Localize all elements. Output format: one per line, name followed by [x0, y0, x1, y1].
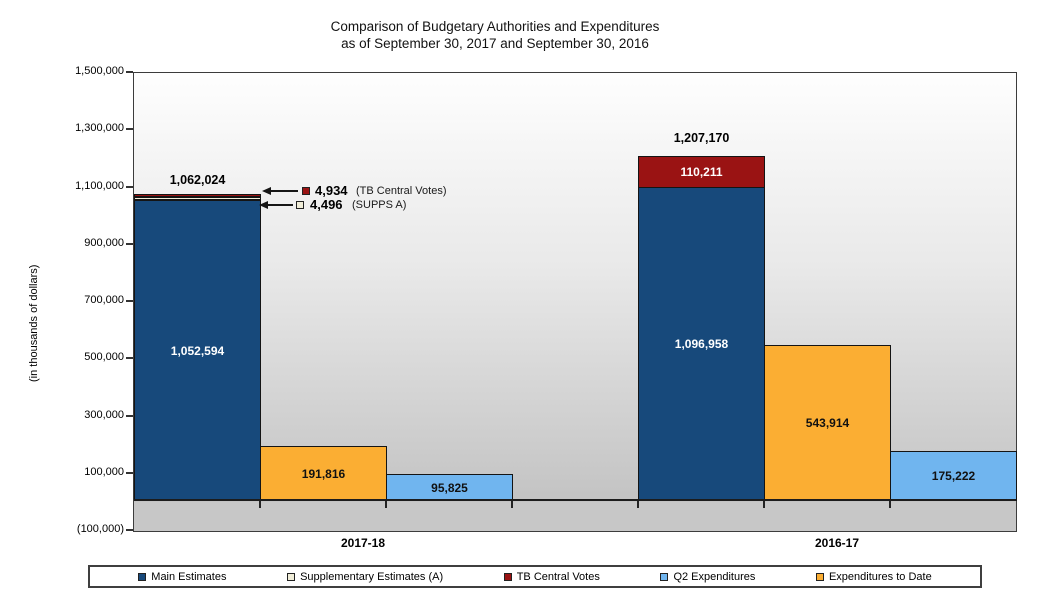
bar-value-label: 95,825	[431, 480, 468, 495]
bar-2017-18-expenditures-to-date: 191,816	[260, 446, 387, 501]
annotation-label-supps: (SUPPS A)	[352, 199, 407, 211]
legend-swatch-q2-expenditures	[660, 572, 669, 581]
chart-title-line2: as of September 30, 2017 and September 3…	[341, 36, 649, 51]
y-tick-mark	[126, 357, 133, 359]
annotation-value-tb: 4,934	[315, 183, 348, 198]
bar-2017-18-main-estimates: 1,052,594	[134, 200, 261, 501]
y-tick-mark	[126, 415, 133, 417]
bar-value-label: 191,816	[301, 466, 346, 481]
legend-item-tb-central-votes: TB Central Votes	[503, 570, 600, 583]
y-tick-mark	[126, 186, 133, 188]
below-zero-band	[134, 502, 1016, 531]
bar-2017-18-supps-a	[134, 197, 261, 200]
x-tick-mark	[637, 501, 639, 508]
zero-axis-line	[134, 499, 1016, 501]
legend-label: Expenditures to Date	[828, 570, 932, 583]
x-tick-mark	[511, 501, 513, 508]
y-tick-mark	[126, 71, 133, 73]
legend-item-q2-expenditures: Q2 Expenditures	[660, 571, 755, 583]
annotation-arrow-line-supps	[268, 204, 293, 206]
x-tick-mark	[385, 501, 387, 508]
legend-label: Main Estimates	[151, 570, 227, 583]
legend-label: TB Central Votes	[516, 570, 600, 583]
legend-swatch-expenditures-to-date	[815, 572, 824, 581]
x-tick-mark	[763, 501, 765, 508]
annotation-marker-supps-a	[296, 201, 304, 209]
y-tick-label: (100,000)	[76, 523, 124, 535]
bar-2016-17-tb-central-votes: 110,211	[638, 156, 765, 188]
x-tick-mark	[259, 501, 261, 508]
chart-title: Comparison of Budgetary Authorities and …	[0, 18, 990, 52]
y-tick-label: 1,300,000	[75, 122, 124, 134]
bar-2017-18-tb-central-votes	[134, 194, 261, 197]
y-tick-label: 1,500,000	[75, 65, 124, 77]
y-tick-label: 900,000	[84, 237, 124, 249]
bar-value-label: 1,052,594	[170, 343, 225, 358]
annotation-arrowhead-supps	[259, 201, 268, 209]
chart-title-line1: Comparison of Budgetary Authorities and …	[330, 19, 660, 34]
x-category-2016-17: 2016-17	[814, 536, 860, 550]
x-tick-mark	[889, 501, 891, 508]
y-tick-mark	[126, 529, 133, 531]
total-label-2017-18: 1,062,024	[169, 173, 226, 187]
y-tick-label: 1,100,000	[75, 180, 124, 192]
y-tick-label: 500,000	[84, 351, 124, 363]
legend-item-expenditures-to-date: Expenditures to Date	[815, 570, 932, 583]
bar-2016-17-q2-expenditures: 175,222	[890, 451, 1017, 501]
legend-item-main-estimates: Main Estimates	[138, 571, 226, 583]
legend-swatch-tb-central-votes	[503, 572, 512, 581]
bar-value-label: 1,096,958	[674, 337, 729, 351]
y-tick-mark	[126, 243, 133, 245]
y-tick-label: 700,000	[84, 294, 124, 306]
annotation-marker-tb-central-votes	[302, 187, 310, 195]
legend-item-supplementary-estimates: Supplementary Estimates (A)	[287, 571, 443, 583]
bar-value-label: 110,211	[680, 165, 723, 179]
y-tick-label: 100,000	[84, 466, 124, 478]
annotation-value-supps: 4,496	[310, 197, 343, 212]
y-tick-label: 300,000	[84, 409, 124, 421]
annotation-arrow-line-tb	[271, 190, 298, 192]
bar-2017-18-q2-expenditures: 95,825	[386, 474, 513, 501]
y-tick-mark	[126, 128, 133, 130]
y-tick-mark	[126, 300, 133, 302]
bar-value-label: 175,222	[931, 469, 976, 483]
legend-label: Supplementary Estimates (A)	[300, 570, 444, 583]
legend-swatch-main-estimates	[138, 572, 147, 581]
annotation-label-tb: (TB Central Votes)	[356, 185, 447, 197]
bar-2016-17-main-estimates: 1,096,958	[638, 187, 765, 501]
legend-swatch-supplementary-estimates	[287, 572, 296, 581]
legend-label: Q2 Expenditures	[673, 570, 756, 583]
bar-2016-17-expenditures-to-date: 543,914	[764, 345, 891, 501]
total-label-2016-17: 1,207,170	[673, 131, 730, 145]
bar-value-label: 543,914	[805, 416, 850, 430]
x-category-2017-18: 2017-18	[340, 536, 386, 550]
legend: Main Estimates Supplementary Estimates (…	[88, 565, 982, 588]
y-tick-mark	[126, 472, 133, 474]
plot-area: 1,062,024 1,052,594 191,816 95,825 1,207…	[133, 72, 1017, 532]
annotation-arrowhead-tb	[262, 187, 271, 195]
